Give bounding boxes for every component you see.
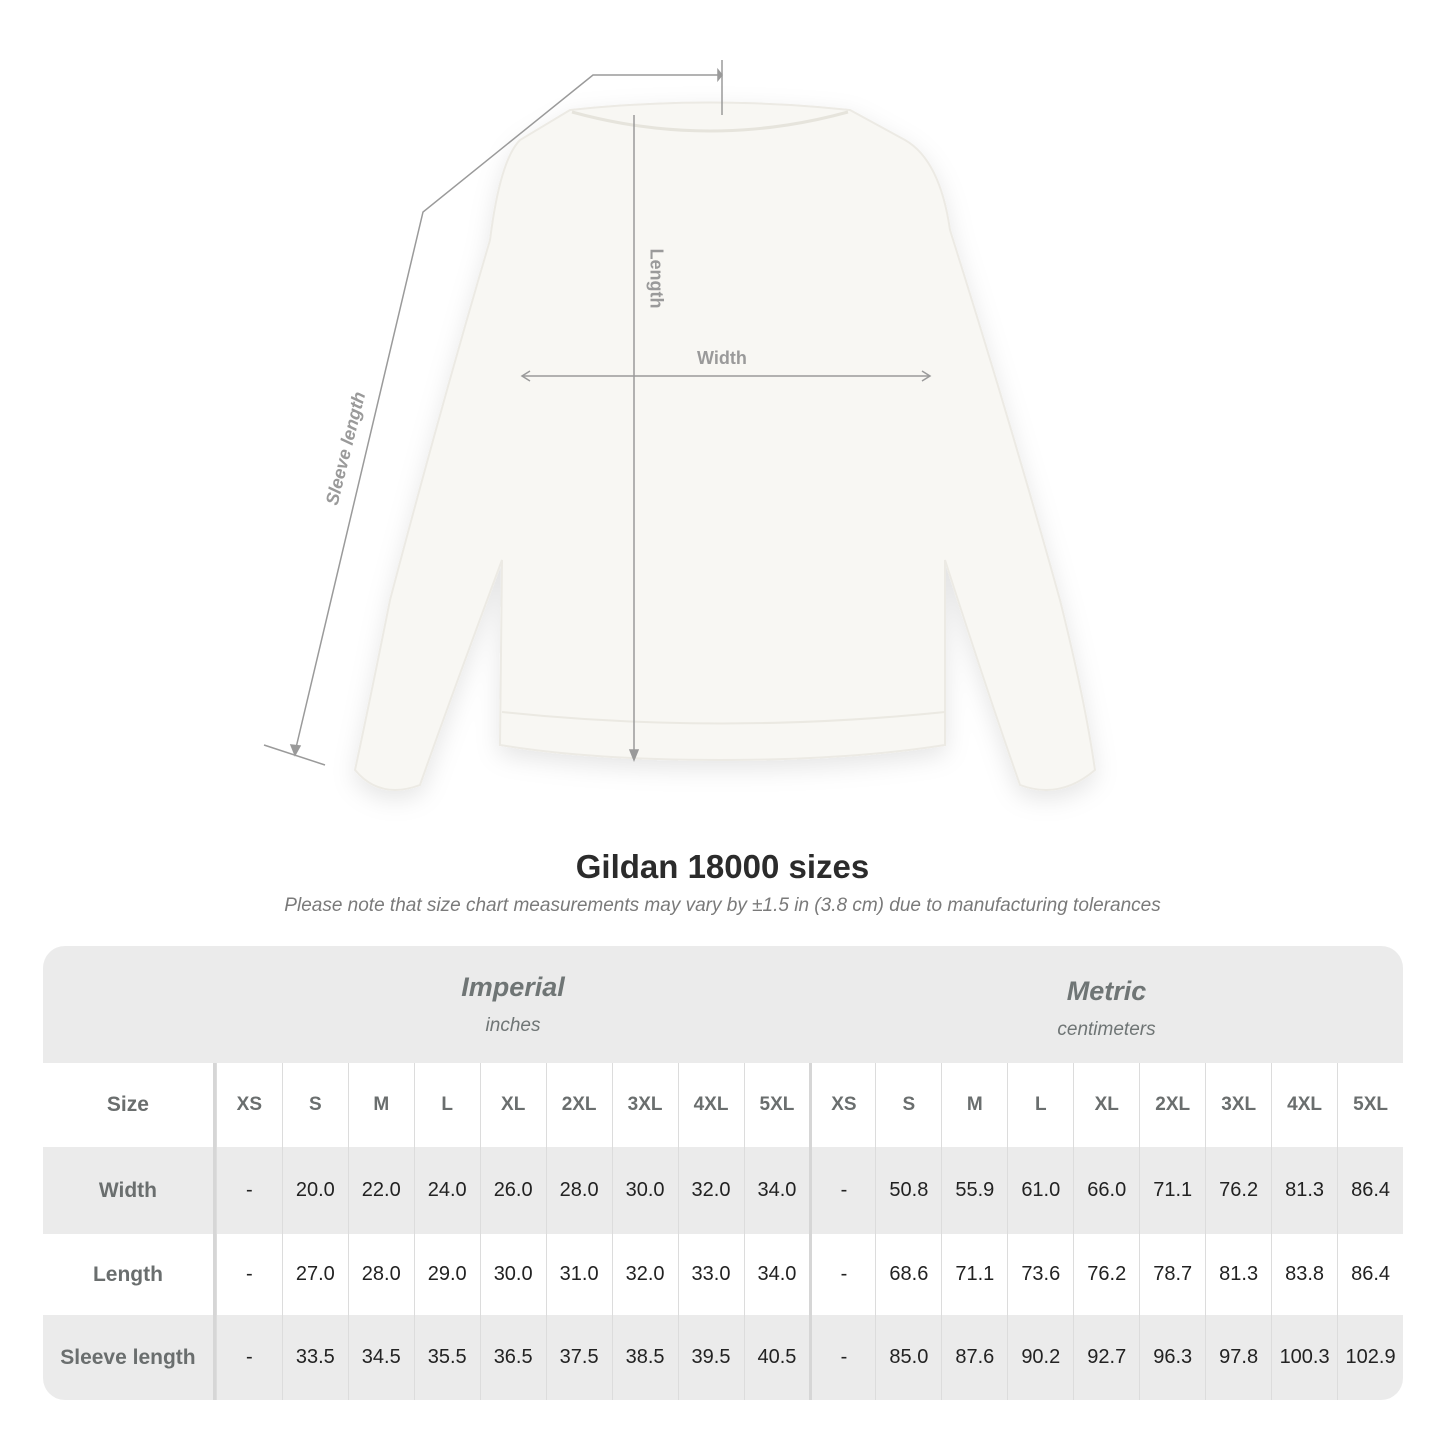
size-header-cell: M	[347, 1063, 414, 1147]
row-label: Sleeve length	[43, 1315, 216, 1400]
value-cell: 32.0	[677, 1147, 744, 1234]
value-cell: 34.0	[743, 1147, 810, 1234]
size-header-cell: 3XL	[611, 1063, 678, 1147]
value-cell: 61.0	[1007, 1147, 1073, 1234]
length-label: Length	[646, 248, 667, 309]
value-cell: 31.0	[545, 1234, 612, 1315]
value-cell: 20.0	[281, 1147, 348, 1234]
value-cell: 24.0	[413, 1147, 480, 1234]
value-cell: 90.2	[1007, 1315, 1073, 1400]
size-header-cell: L	[1007, 1063, 1073, 1147]
value-cell: 71.1	[1139, 1147, 1205, 1234]
value-cell: 36.5	[479, 1315, 546, 1400]
row-label: Width	[43, 1147, 216, 1234]
size-header-cell: M	[941, 1063, 1007, 1147]
metric-title: Metric	[1066, 976, 1147, 1006]
page-title: Gildan 18000 sizes	[575, 848, 870, 885]
size-header-cell: L	[413, 1063, 480, 1147]
measurement-lines	[263, 60, 932, 766]
size-header-cell: S	[875, 1063, 941, 1147]
imperial-title: Imperial	[461, 972, 565, 1002]
value-cell: 76.2	[1073, 1234, 1139, 1315]
value-cell: 81.3	[1271, 1147, 1337, 1234]
value-cell: 40.5	[743, 1315, 810, 1400]
metric-header: Metric centimeters	[810, 976, 1403, 1041]
width-label: Width	[697, 348, 747, 368]
value-cell: 22.0	[347, 1147, 414, 1234]
value-cell: 86.4	[1337, 1147, 1403, 1234]
value-cell: -	[809, 1234, 875, 1315]
table-row: Width -20.0 22.0 24.0 26.0 28.0 30.0 32.0 34.0-5…	[43, 1147, 1403, 1234]
value-cell: -	[215, 1234, 282, 1315]
value-cell: 33.0	[677, 1234, 744, 1315]
value-cell: -	[809, 1147, 875, 1234]
size-header-cell: XL	[1073, 1063, 1139, 1147]
size-header-row: Size XS S M L XL 2XL 3XL 4XL 5XL XS S M L XL 2XL 3XL 4XL 5…	[43, 1063, 1403, 1147]
size-header-cell: 3XL	[1205, 1063, 1271, 1147]
value-cell: 50.8	[875, 1147, 941, 1234]
imperial-header: Imperial inches	[216, 972, 810, 1037]
value-cell: 78.7	[1139, 1234, 1205, 1315]
value-cell: 100.3	[1271, 1315, 1337, 1400]
value-cell: 76.2	[1205, 1147, 1271, 1234]
size-header-cell: 5XL	[743, 1063, 810, 1147]
value-cell: -	[215, 1147, 282, 1234]
value-cell: 26.0	[479, 1147, 546, 1234]
size-header-cell: 2XL	[545, 1063, 612, 1147]
size-header-cell: XS	[215, 1063, 282, 1147]
size-header-cell: S	[281, 1063, 348, 1147]
value-cell: 97.8	[1205, 1315, 1271, 1400]
value-cell: 71.1	[941, 1234, 1007, 1315]
value-cell: 73.6	[1007, 1234, 1073, 1315]
row-label: Size	[43, 1063, 216, 1147]
value-cell: 92.7	[1073, 1315, 1139, 1400]
value-cell: 81.3	[1205, 1234, 1271, 1315]
value-cell: 27.0	[281, 1234, 348, 1315]
value-cell: 83.8	[1271, 1234, 1337, 1315]
table-row: Sleeve length -33.5 34.5 35.5 36.5 37.5 38.5 39…	[43, 1315, 1403, 1400]
value-cell: 34.5	[347, 1315, 414, 1400]
value-cell: 37.5	[545, 1315, 612, 1400]
value-cell: 39.5	[677, 1315, 744, 1400]
size-header-cell: 2XL	[1139, 1063, 1205, 1147]
size-header-cell: XL	[479, 1063, 546, 1147]
value-cell: 33.5	[281, 1315, 348, 1400]
value-cell: 28.0	[545, 1147, 612, 1234]
value-cell: -	[215, 1315, 282, 1400]
sweatshirt-image	[353, 101, 1097, 791]
unit-header	[43, 946, 1403, 1063]
value-cell: 96.3	[1139, 1315, 1205, 1400]
tolerance-note: Please note that size chart measurements…	[284, 895, 1161, 916]
imperial-unit: inches	[485, 1015, 541, 1036]
value-cell: 68.6	[875, 1234, 941, 1315]
value-cell: 34.0	[743, 1234, 810, 1315]
value-cell: 55.9	[941, 1147, 1007, 1234]
value-cell: 87.6	[941, 1315, 1007, 1400]
size-header-cell: 5XL	[1337, 1063, 1403, 1147]
value-cell: 66.0	[1073, 1147, 1139, 1234]
size-header-cell: 4XL	[1271, 1063, 1337, 1147]
value-cell: 30.0	[611, 1147, 678, 1234]
value-cell: 86.4	[1337, 1234, 1403, 1315]
value-cell: 28.0	[347, 1234, 414, 1315]
value-cell: 29.0	[413, 1234, 480, 1315]
table-row: Length -27.0 28.0 29.0 30.0 31.0 32.0 33.0 34.0-…	[43, 1234, 1403, 1315]
value-cell: 38.5	[611, 1315, 678, 1400]
value-cell: -	[809, 1315, 875, 1400]
value-cell: 102.9	[1337, 1315, 1403, 1400]
sweatshirt-diagram	[263, 60, 1097, 791]
metric-unit: centimeters	[1057, 1019, 1156, 1040]
value-cell: 30.0	[479, 1234, 546, 1315]
size-table: Imperial inches Metric centimeters Size X…	[43, 946, 1403, 1400]
value-cell: 35.5	[413, 1315, 480, 1400]
size-header-cell: 4XL	[677, 1063, 744, 1147]
value-cell: 85.0	[875, 1315, 941, 1400]
value-cell: 32.0	[611, 1234, 678, 1315]
size-header-cell: XS	[809, 1063, 875, 1147]
row-label: Length	[43, 1234, 216, 1315]
